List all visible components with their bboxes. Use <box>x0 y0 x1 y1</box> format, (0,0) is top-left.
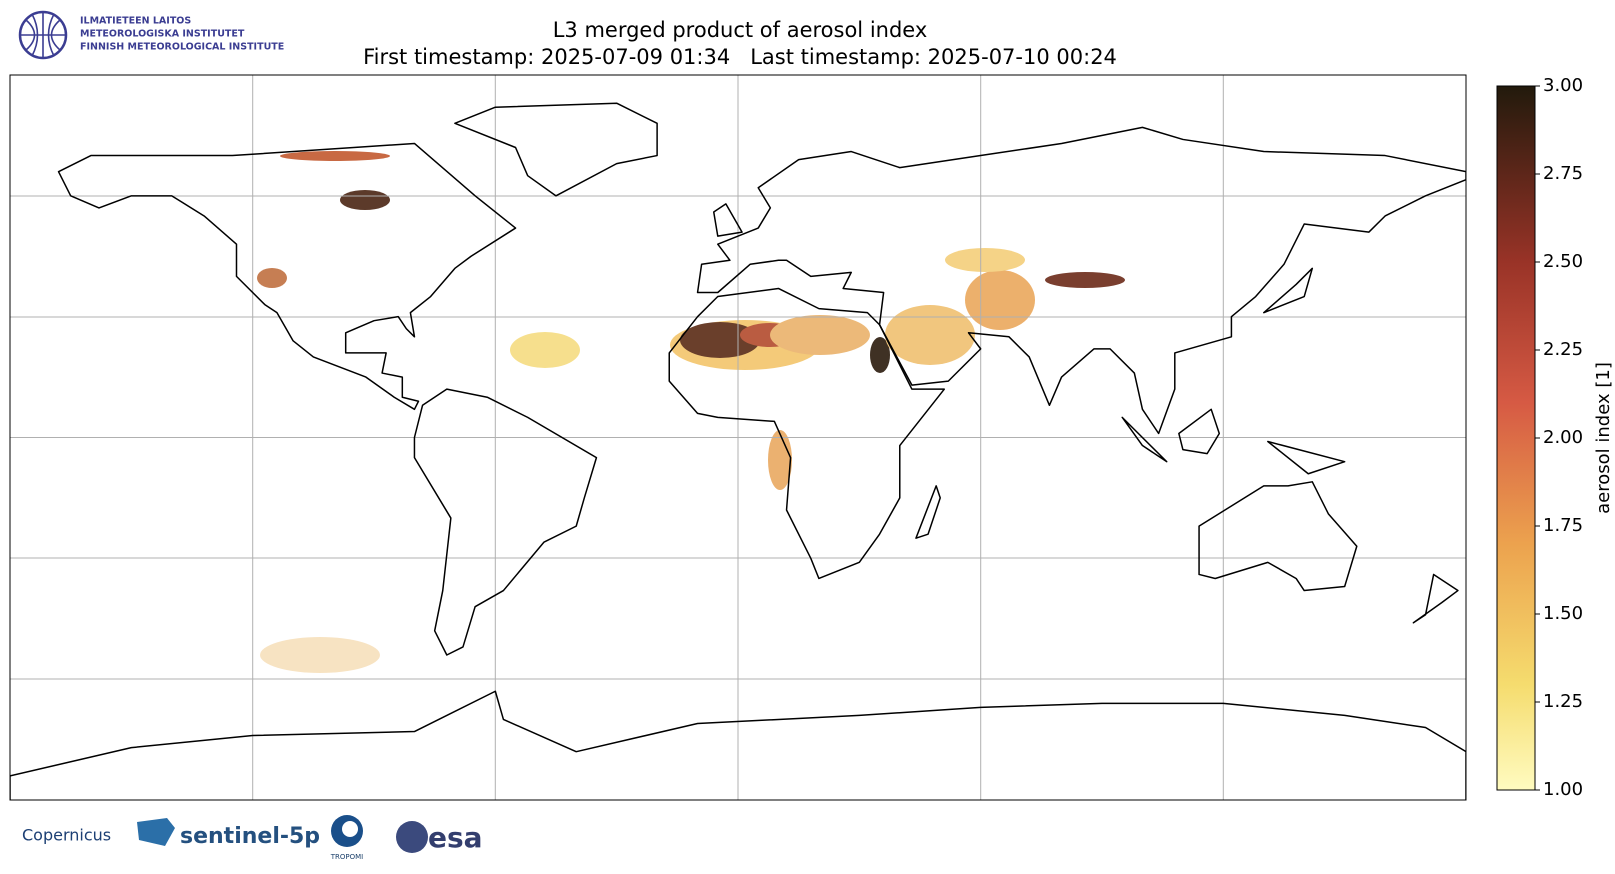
colorbar-tick-label: 2.00 <box>1543 427 1583 448</box>
colorbar-tick-label: 3.00 <box>1543 75 1583 96</box>
colorbar-tick-label: 2.25 <box>1543 339 1583 360</box>
colorbar-tick-label: 1.50 <box>1543 603 1583 624</box>
copernicus-logo: Copernicus <box>22 826 111 845</box>
aerosol-field <box>257 151 1125 673</box>
title: L3 merged product of aerosol index <box>553 18 928 42</box>
esa-logo: esa <box>428 821 483 854</box>
coastlines <box>10 103 1466 808</box>
institute-line: METEOROLOGISKA INSTITUTET <box>80 29 245 40</box>
graticule <box>10 75 1466 800</box>
footer-logos: Copernicus sentinel-5p TROPOMI esa <box>22 815 483 861</box>
map <box>10 75 1466 808</box>
institute-line: FINNISH METEOROLOGICAL INSTITUTE <box>80 42 284 53</box>
colorbar-tick-label: 2.50 <box>1543 251 1583 272</box>
sentinel-logo: sentinel-5p <box>180 824 320 849</box>
colorbar-scale <box>1496 85 1536 791</box>
colorbar-tick-label: 1.75 <box>1543 515 1583 536</box>
map-frame <box>9 74 1467 801</box>
fmi-logo: ILMATIETEEN LAITOS METEOROLOGISKA INSTIT… <box>18 10 284 60</box>
colorbar-tick-label: 1.00 <box>1543 779 1583 800</box>
tropomi-logo: TROPOMI <box>330 853 363 861</box>
colorbar-tick-label: 2.75 <box>1543 163 1583 184</box>
colorbar-tick-label: 1.25 <box>1543 691 1583 712</box>
institute-line: ILMATIETEEN LAITOS <box>80 16 191 27</box>
colorbar: aerosol index [1] 1.00 1.25 1.50 1.75 2.00 2.… <box>1496 75 1614 800</box>
colorbar-label: aerosol index [1] <box>1593 362 1614 514</box>
esa-icon <box>396 821 428 853</box>
sentinel-icon <box>137 818 175 846</box>
subtitle: First timestamp: 2025-07-09 01:34 Last t… <box>363 45 1117 69</box>
